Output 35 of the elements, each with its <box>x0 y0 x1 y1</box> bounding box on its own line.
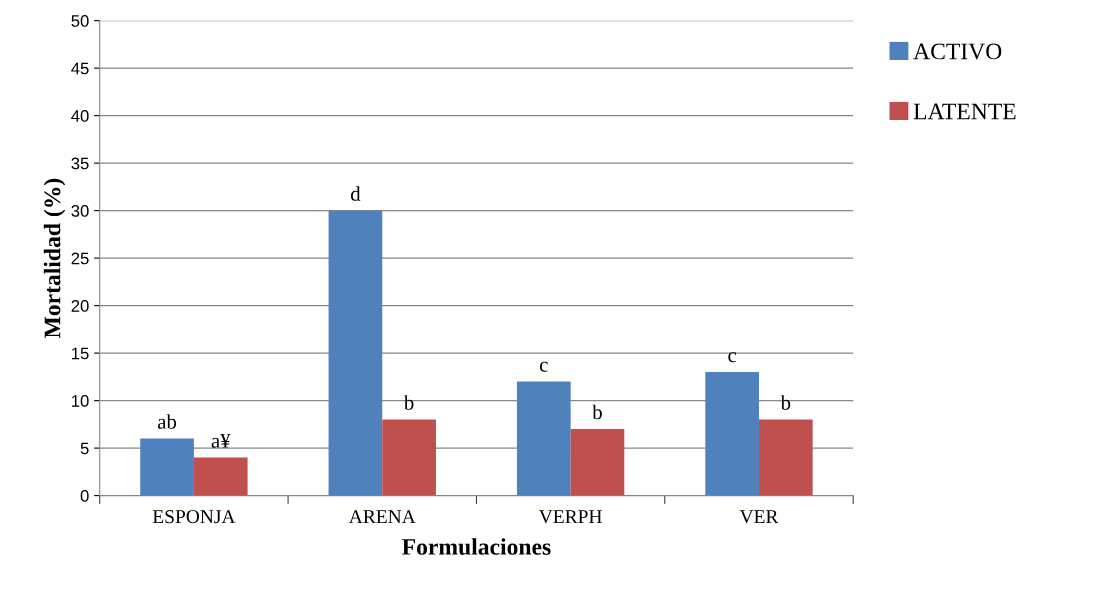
y-tick-label: 15 <box>72 347 89 360</box>
annotation: a¥ <box>211 433 231 448</box>
x-tick-label: ESPONJA <box>152 510 236 524</box>
bar <box>328 210 383 496</box>
bar <box>140 438 194 496</box>
annotation: c <box>728 352 737 363</box>
y-tick-label: 50 <box>71 15 89 27</box>
y-tick-label: 10 <box>72 395 89 407</box>
bar <box>516 381 571 496</box>
y-tick-label: 40 <box>71 110 89 122</box>
annotation: b <box>403 395 414 410</box>
x-tick-label: VERPH <box>538 510 602 524</box>
y-tick-label: 5 <box>80 442 89 455</box>
legend-label: ACTIVO <box>913 43 1002 60</box>
y-axis-title: Mortalidad (%) <box>43 178 66 339</box>
bar <box>570 429 625 496</box>
y-tick-label: 20 <box>71 300 89 312</box>
annotation: b <box>592 404 602 420</box>
x-tick-label: ARENA <box>348 510 416 523</box>
x-tick-label: VER <box>739 510 779 524</box>
y-tick-label: 25 <box>71 252 89 265</box>
y-tick-label: 0 <box>80 490 89 502</box>
y-tick-label: 45 <box>71 62 89 75</box>
bar <box>758 419 813 496</box>
bar <box>382 419 436 496</box>
annotation: b <box>780 395 791 410</box>
bar <box>193 457 248 496</box>
bar <box>705 372 759 496</box>
annotation: d <box>350 186 361 201</box>
annotation: c <box>539 361 548 372</box>
y-tick-label: 35 <box>71 157 89 170</box>
y-tick-label: 30 <box>71 205 89 217</box>
x-axis-title: Formulaciones <box>402 538 551 555</box>
legend-label: LATENTE <box>913 103 1016 120</box>
annotation: ab <box>157 414 177 429</box>
